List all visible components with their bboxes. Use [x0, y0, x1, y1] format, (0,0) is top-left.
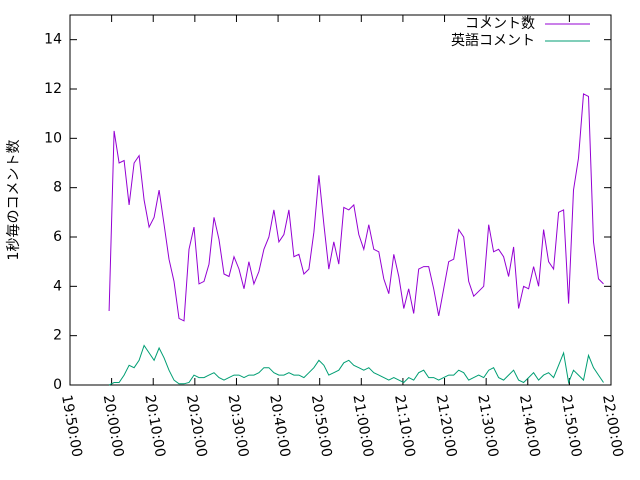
y-tick-label: 10	[44, 130, 62, 146]
x-tick-label: 21:40:00	[516, 394, 543, 459]
y-axis-title: 1秒毎のコメント数	[6, 140, 22, 261]
x-tick-label: 21:50:00	[558, 394, 585, 459]
y-tick-label: 12	[44, 81, 62, 97]
y-tick-label: 2	[53, 328, 62, 344]
y-tick-label: 0	[53, 377, 62, 393]
x-tick-label: 20:40:00	[266, 394, 293, 459]
y-tick-label: 4	[53, 278, 62, 294]
x-tick-label: 19:50:00	[58, 394, 85, 459]
x-tick-label: 21:10:00	[391, 394, 418, 459]
x-tick-label: 20:10:00	[141, 394, 168, 459]
plot-frame	[69, 14, 612, 386]
x-tick-label: 22:00:00	[599, 394, 626, 459]
x-tick-label: 20:30:00	[225, 394, 252, 459]
legend-label: 英語コメント	[451, 32, 535, 49]
series-line	[108, 344, 604, 386]
x-tick-label: 20:20:00	[183, 394, 210, 459]
x-tick-label: 21:30:00	[474, 394, 501, 459]
x-tick-label: 21:20:00	[433, 394, 460, 459]
y-tick-label: 14	[44, 32, 62, 48]
x-tick-label: 21:00:00	[349, 394, 376, 459]
series-line	[108, 93, 604, 322]
y-tick-label: 6	[53, 229, 62, 245]
x-tick-label: 20:00:00	[100, 394, 127, 459]
y-tick-label: 8	[53, 180, 62, 196]
legend-label: コメント数	[465, 16, 535, 32]
x-tick-label: 20:50:00	[308, 394, 335, 459]
